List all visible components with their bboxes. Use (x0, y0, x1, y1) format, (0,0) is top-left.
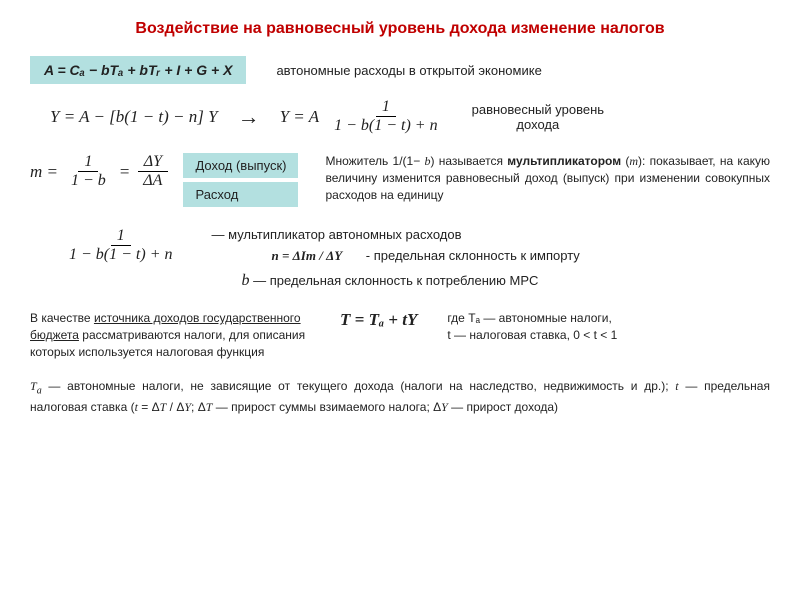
page-title: Воздействие на равновесный уровень доход… (30, 20, 770, 38)
formula-open-mult: 1 1 − b(1 − t) + n (60, 227, 182, 264)
tax-intro-a: В качестве (30, 311, 94, 325)
open-den: 1 − b(1 − t) + n (63, 246, 179, 264)
b-desc: — предельная склонность к потреблению MP… (253, 273, 538, 288)
rhs-prefix: Y = A (280, 107, 320, 127)
tax-where-b: t — налоговая ставка, 0 < t < 1 (447, 327, 770, 344)
formula-Y-implicit: Y = A − [b(1 − t) − n] Y (50, 107, 218, 127)
formula-A: A = Cₐ − bTₐ + bTᵣ + I + G + X (30, 56, 246, 84)
label-expense: Расход (183, 182, 298, 207)
m-num: 1 (78, 153, 98, 172)
m-eq: m = (30, 162, 58, 182)
desc-multiplier: Множитель 1/(1− b) называется мультиплик… (325, 153, 770, 203)
tax-where-a: где Tₐ — автономные налоги, (447, 310, 770, 327)
label-income: Доход (выпуск) (183, 153, 298, 178)
m-dy: ΔY (138, 153, 168, 172)
tax-details: Ta — автономные налоги, не зависящие от … (30, 378, 770, 415)
tax-where: где Tₐ — автономные налоги, t — налогова… (447, 310, 770, 344)
caption-autonomous: автономные расходы в открытой экономике (276, 63, 541, 78)
tax-intro: В качестве источника доходов государстве… (30, 310, 310, 360)
n-equation: n = ΔIm / ΔY (272, 248, 343, 263)
row-multiplier-m: m = 1 1 − b = ΔY ΔA Доход (выпуск) Расхо… (30, 153, 770, 207)
b-var: b (242, 272, 250, 289)
formula-T: T = Tₐ + tY (340, 310, 417, 330)
rhs-num: 1 (376, 98, 396, 117)
row-autonomous-expenditure: A = Cₐ − bTₐ + bTᵣ + I + G + X автономны… (30, 56, 770, 84)
caption-open-mult: — мультипликатор автономных расходов (212, 227, 771, 242)
row-open-multiplier: 1 1 − b(1 − t) + n — мультипликатор авто… (30, 227, 770, 290)
cap-eq1: равновесный уровень (472, 102, 604, 117)
caption-equilibrium: равновесный уровень дохода (472, 102, 604, 132)
formula-m: m = 1 1 − b = ΔY ΔA (30, 153, 171, 190)
arrow-icon: → (238, 104, 260, 130)
formula-Y-explicit: Y = A 1 1 − b(1 − t) + n (280, 98, 447, 135)
row-equilibrium: Y = A − [b(1 − t) − n] Y → Y = A 1 1 − b… (30, 98, 770, 135)
m-eq-sign: = (119, 162, 130, 182)
n-desc: - предельная склонность к импорту (366, 248, 580, 263)
open-num: 1 (111, 227, 131, 246)
m-den: 1 − b (65, 172, 112, 190)
row-tax-function: В качестве источника доходов государстве… (30, 310, 770, 360)
cap-eq2: дохода (472, 117, 604, 132)
rhs-den: 1 − b(1 − t) + n (328, 117, 444, 135)
m-da: ΔA (137, 172, 168, 190)
